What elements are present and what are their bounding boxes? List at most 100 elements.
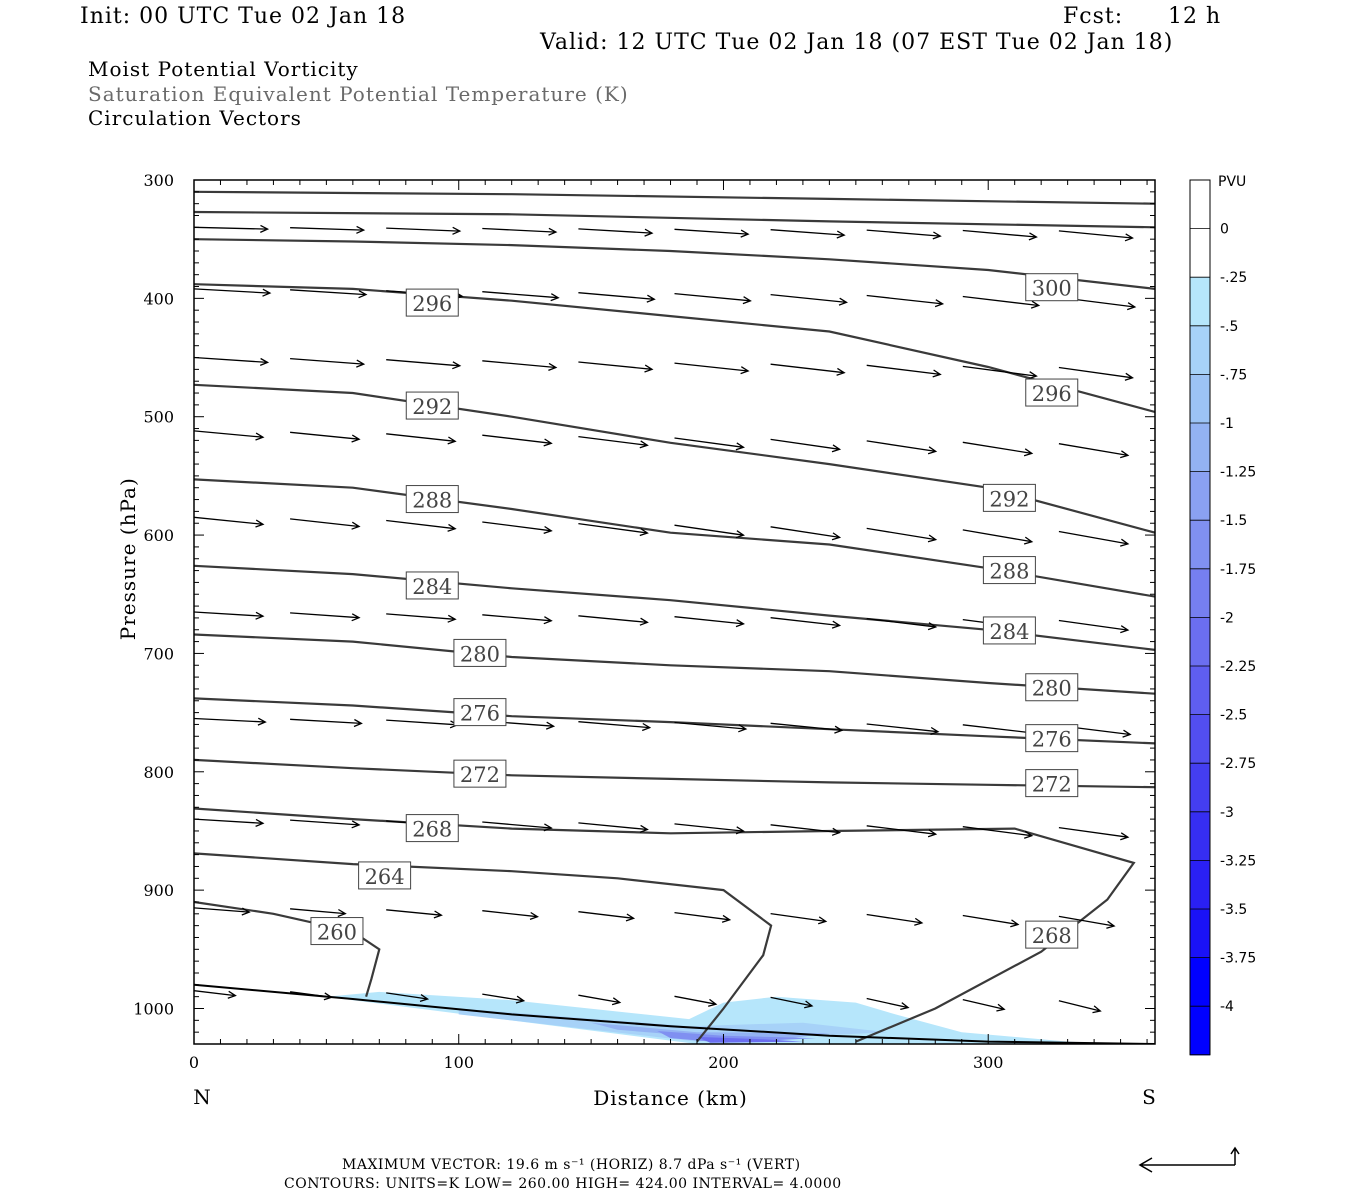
vector-arrow	[1058, 230, 1134, 242]
colorbar-segment	[1190, 617, 1210, 667]
colorbar-segment	[1190, 520, 1210, 570]
colorbar-segment	[1190, 763, 1210, 813]
vector-arrow	[866, 294, 945, 308]
vector-arrow	[866, 229, 942, 240]
contour-label-272: 272	[1032, 773, 1072, 797]
colorbar-label: -3.5	[1220, 902, 1247, 918]
contour-label-272: 272	[460, 763, 500, 787]
vector-arrow	[770, 722, 844, 734]
contour-label-268: 268	[1032, 924, 1072, 948]
vector-arrow	[290, 718, 363, 728]
vector-arrow	[386, 359, 462, 370]
vector-arrow	[386, 719, 460, 729]
vector-arrow	[962, 365, 1038, 380]
plot-frame	[193, 179, 1156, 1045]
vector-arrow	[770, 824, 842, 836]
reference-vector-arrow	[1138, 1146, 1240, 1173]
contour-label-box	[1025, 673, 1079, 702]
y-tick-label: 800	[143, 763, 174, 782]
contour-upper-line-0	[194, 190, 1155, 205]
colorbar-segment	[1190, 471, 1210, 521]
vector-arrow	[578, 228, 654, 237]
vector-arrow	[290, 819, 361, 829]
vector-arrow	[1058, 1000, 1102, 1014]
vector-arrow	[290, 518, 361, 530]
vector-arrow	[386, 433, 457, 445]
axes: 0 100 200 300 300 400 500 600 700 800 900 1000 Dista…	[116, 171, 1156, 1110]
vector-arrow	[290, 991, 333, 1001]
vector-arrow	[578, 822, 649, 833]
vector-arrow	[482, 910, 539, 921]
contour-label-296: 296	[1032, 382, 1072, 406]
contour-label-box	[1025, 920, 1079, 949]
colorbar-segment	[1190, 277, 1210, 327]
vector-arrow	[194, 288, 272, 297]
contour-label-296: 296	[412, 292, 452, 316]
contour-label-300: 300	[1032, 277, 1072, 301]
colorbar-label: -4	[1220, 999, 1234, 1015]
vector-arrow	[866, 617, 938, 631]
contour-label-box	[1025, 273, 1079, 302]
colorbar-title: PVU	[1218, 174, 1246, 190]
colorbar-segment	[1190, 860, 1210, 910]
colorbar-segment	[1190, 811, 1210, 861]
vector-arrow	[962, 441, 1034, 457]
vector-arrow	[1058, 826, 1130, 841]
contour-label-box	[310, 917, 364, 946]
contour-info-note: CONTOURS: UNITS=K LOW= 260.00 HIGH= 424.…	[284, 1176, 842, 1192]
vector-arrow	[578, 522, 649, 537]
vector-arrow	[194, 990, 237, 999]
contour-label-276: 276	[460, 702, 500, 726]
vector-arrow	[290, 612, 361, 622]
vector-arrow	[482, 614, 553, 625]
colorbar-label: -3.25	[1220, 853, 1256, 869]
north-label: N	[193, 1085, 211, 1109]
vector-arrow	[194, 430, 265, 441]
colorbar-label: -1.25	[1220, 465, 1256, 481]
contour-label-box	[405, 571, 459, 600]
colorbar-segment	[1190, 325, 1210, 375]
vector-arrow	[962, 529, 1034, 545]
init-time: Init: 00 UTC Tue 02 Jan 18	[80, 4, 407, 29]
y-tick-label: 700	[143, 644, 174, 663]
south-label: S	[1142, 1085, 1156, 1109]
colorbar-label: -2.75	[1220, 756, 1256, 772]
contour-label-box	[982, 483, 1036, 512]
vector-arrow	[194, 717, 267, 726]
pv-region-0	[326, 991, 1121, 1044]
contour-label-box	[1025, 769, 1079, 798]
vector-arrow	[866, 440, 938, 455]
x-axis-label: Distance (km)	[593, 1086, 748, 1110]
vector-arrow	[482, 227, 558, 236]
vector-arrow	[770, 996, 814, 1009]
max-vector-note: MAXIMUM VECTOR: 19.6 m s⁻¹ (HORIZ) 8.7 d…	[342, 1157, 801, 1173]
vector-arrow	[674, 823, 745, 835]
contour-276-line	[194, 697, 1155, 745]
vector-arrow	[674, 616, 745, 628]
colorbar: PVU 0 -.25 -.5 -.75 -1 -1.25 -1.5 -1.75 -2 -2.25 -2…	[1189, 174, 1256, 1056]
contour-label-292: 292	[412, 395, 452, 419]
x-tick-label: 200	[708, 1053, 739, 1072]
forecast-hour: 12 h	[1168, 4, 1222, 29]
colorbar-segment	[1190, 666, 1210, 716]
vector-arrow	[578, 911, 636, 922]
colorbar-label: -3.75	[1220, 951, 1256, 967]
vector-arrow	[674, 292, 752, 305]
vector-arrow	[962, 998, 1006, 1012]
y-tick-label: 300	[143, 171, 174, 190]
vector-arrow	[770, 438, 842, 453]
vector-arrow	[386, 226, 462, 235]
contour-label-box	[405, 814, 459, 843]
vector-arrow	[770, 363, 846, 376]
colorbar-label: -2.5	[1220, 708, 1247, 724]
forecast-label: Fcst:	[1063, 4, 1124, 29]
contour-label-280: 280	[1032, 677, 1072, 701]
vector-arrow	[1058, 366, 1134, 381]
colorbar-label: -2.25	[1220, 659, 1256, 675]
contour-label-276: 276	[1032, 728, 1072, 752]
contour-label-box	[453, 638, 507, 667]
vector-arrow	[578, 292, 656, 303]
vector-arrow	[770, 617, 842, 629]
contour-label-box	[1025, 724, 1079, 753]
vector-arrow	[194, 224, 270, 233]
